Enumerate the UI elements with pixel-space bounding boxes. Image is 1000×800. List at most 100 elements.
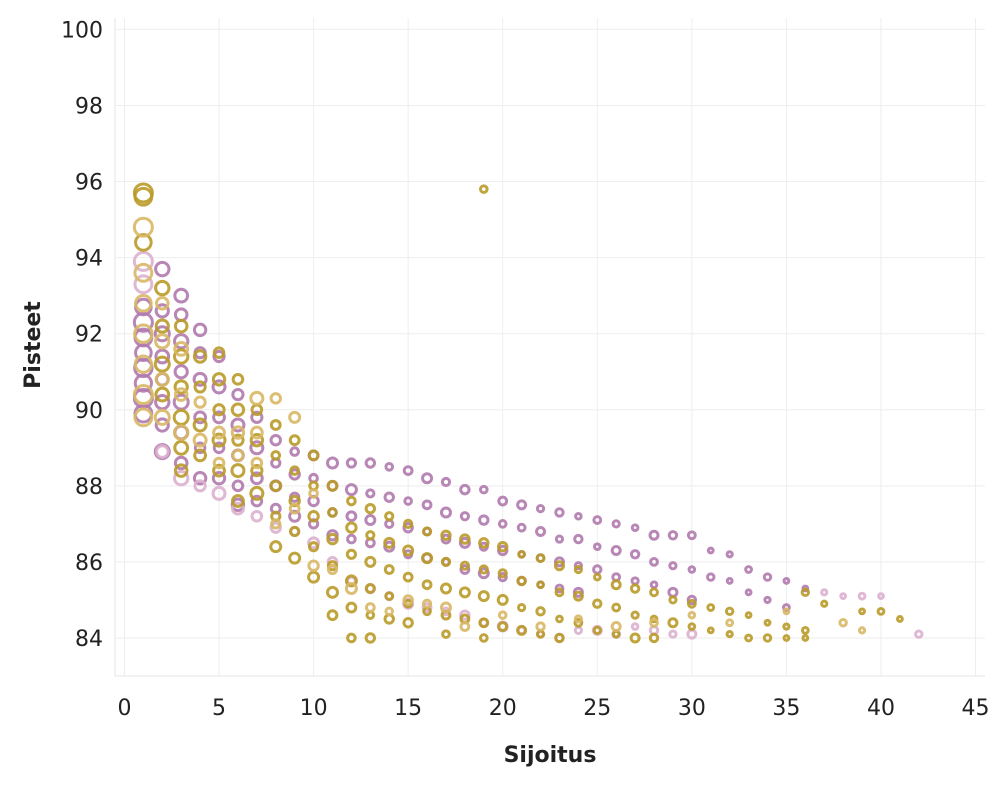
data-point — [326, 456, 339, 470]
data-point — [592, 542, 602, 551]
data-point — [402, 521, 414, 534]
data-point — [345, 510, 358, 523]
data-point — [516, 522, 527, 533]
data-point — [536, 580, 545, 590]
data-point — [192, 417, 208, 433]
data-point — [800, 625, 810, 635]
data-point — [649, 556, 659, 567]
data-point — [440, 556, 452, 567]
data-point — [592, 625, 602, 635]
y-tick-label: 98 — [75, 94, 103, 119]
data-point — [211, 485, 227, 501]
data-point — [402, 465, 414, 477]
data-point — [173, 307, 189, 322]
data-point — [876, 606, 886, 616]
data-point — [478, 514, 490, 526]
data-point — [839, 592, 848, 601]
data-point — [820, 588, 829, 597]
data-point — [173, 287, 190, 304]
data-point — [630, 523, 640, 532]
data-point — [289, 446, 300, 457]
data-point — [403, 518, 414, 529]
data-point — [402, 544, 415, 557]
data-point — [230, 402, 246, 417]
y-tick-label: 90 — [75, 399, 103, 424]
data-point — [838, 618, 848, 628]
data-point — [173, 439, 190, 456]
data-point — [668, 561, 678, 571]
data-point — [497, 519, 508, 529]
data-point — [193, 395, 207, 409]
data-point — [800, 587, 811, 598]
data-point — [132, 311, 154, 333]
data-point — [439, 506, 452, 519]
data-point — [193, 448, 208, 463]
data-point — [154, 260, 171, 278]
data-point — [153, 325, 171, 343]
data-point — [384, 511, 395, 522]
data-point — [914, 629, 924, 639]
data-point — [801, 634, 810, 642]
data-point — [173, 455, 189, 471]
data-point — [345, 548, 358, 560]
data-point — [211, 372, 227, 387]
data-point — [307, 510, 320, 523]
data-point — [574, 511, 583, 521]
data-point — [630, 576, 640, 586]
data-point — [192, 432, 208, 448]
data-point — [573, 625, 583, 635]
data-point — [230, 463, 246, 479]
data-point — [439, 582, 452, 595]
x-tick-labels: 0 5 10 15 20 25 30 35 40 45 — [117, 696, 989, 721]
data-point — [270, 518, 282, 530]
data-point — [421, 602, 433, 613]
data-point — [212, 456, 226, 470]
data-point — [630, 622, 640, 631]
data-point — [857, 626, 867, 635]
data-point — [364, 555, 377, 568]
data-point — [762, 633, 773, 643]
data-point — [629, 549, 641, 560]
data-point — [535, 606, 546, 617]
data-point — [744, 611, 753, 620]
data-point — [439, 601, 452, 614]
data-point — [308, 488, 319, 499]
data-point — [250, 410, 264, 424]
data-point — [402, 571, 414, 583]
data-point — [649, 587, 659, 598]
data-point — [231, 501, 245, 516]
data-point — [172, 408, 190, 426]
x-tick-label: 10 — [300, 696, 328, 721]
data-point — [132, 384, 154, 406]
data-point — [516, 624, 528, 636]
data-point — [212, 410, 226, 425]
data-point — [496, 593, 509, 606]
data-point — [364, 457, 377, 469]
x-tick-label: 15 — [394, 696, 422, 721]
data-point — [269, 392, 282, 405]
data-point — [517, 602, 527, 613]
data-point — [479, 184, 489, 194]
data-point — [173, 318, 189, 334]
data-point — [344, 574, 358, 588]
data-point — [479, 484, 489, 495]
data-point — [497, 621, 509, 632]
data-point — [895, 615, 904, 623]
data-point — [725, 577, 734, 585]
data-point — [269, 479, 282, 493]
y-tick-label: 94 — [75, 247, 103, 272]
data-point — [459, 560, 470, 571]
x-tick-label: 30 — [678, 696, 706, 721]
data-point — [459, 564, 471, 575]
data-point — [421, 526, 433, 537]
data-point — [497, 568, 508, 579]
data-point — [554, 632, 565, 644]
data-point — [782, 607, 791, 616]
data-point — [497, 610, 508, 620]
data-point — [193, 410, 208, 425]
data-point — [687, 610, 697, 620]
x-tick-label: 35 — [772, 696, 800, 721]
data-point — [249, 390, 265, 406]
data-point — [212, 441, 226, 455]
data-point — [289, 525, 301, 538]
